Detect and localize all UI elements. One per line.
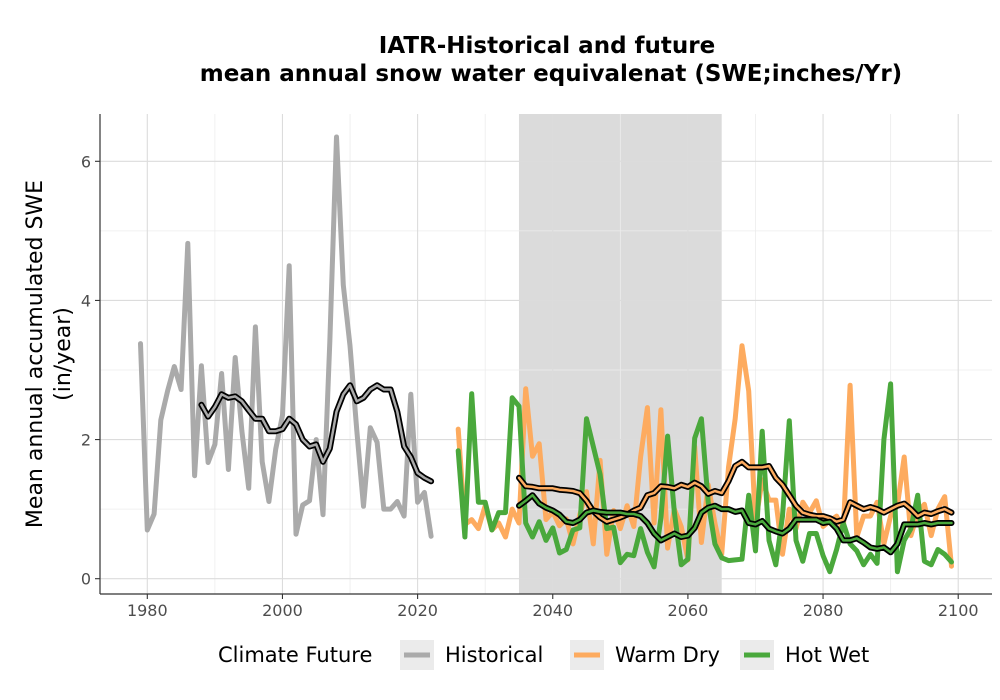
legend-title: Climate Future [218, 643, 372, 667]
legend-label-hot-wet: Hot Wet [785, 643, 869, 667]
y-axis-ticks: 0 2 4 6 [81, 152, 100, 589]
x-axis-ticks: 1980 2000 2020 2040 2060 2080 2100 [127, 594, 979, 620]
gridlines [100, 114, 992, 594]
chart-title-line-2: mean annual snow water equivalenat (SWE;… [200, 61, 902, 87]
y-tick-label: 2 [81, 431, 91, 450]
x-tick-label: 2020 [397, 601, 438, 620]
series-line-hot-wet [455, 381, 954, 575]
series-line-warm-dry-rolling-mean [517, 460, 953, 523]
y-tick-label: 6 [81, 152, 91, 171]
series-layer [138, 134, 955, 575]
x-tick-label: 2060 [668, 601, 709, 620]
y-axis-title-line-2: (in/year) [51, 307, 76, 401]
y-axis-title-line-1: Mean annual accumulated SWE [23, 180, 48, 528]
y-tick-label: 0 [81, 570, 91, 589]
x-tick-label: 2080 [803, 601, 844, 620]
x-tick-label: 2040 [532, 601, 573, 620]
series-line-historical-rolling-mean [200, 384, 433, 483]
legend-label-historical: Historical [445, 643, 543, 667]
series-line-historical [138, 134, 434, 539]
y-tick-label: 4 [81, 291, 91, 310]
x-tick-label: 2100 [938, 601, 979, 620]
plot-area [100, 114, 992, 594]
series-line-hot-wet-rolling-mean [517, 493, 953, 554]
chart-title-line-1: IATR-Historical and future [379, 33, 715, 59]
legend: Climate Future Historical Warm Dry Hot Wet [218, 640, 869, 670]
legend-label-warm-dry: Warm Dry [615, 643, 720, 667]
x-tick-label: 1980 [127, 601, 168, 620]
x-tick-label: 2000 [262, 601, 303, 620]
